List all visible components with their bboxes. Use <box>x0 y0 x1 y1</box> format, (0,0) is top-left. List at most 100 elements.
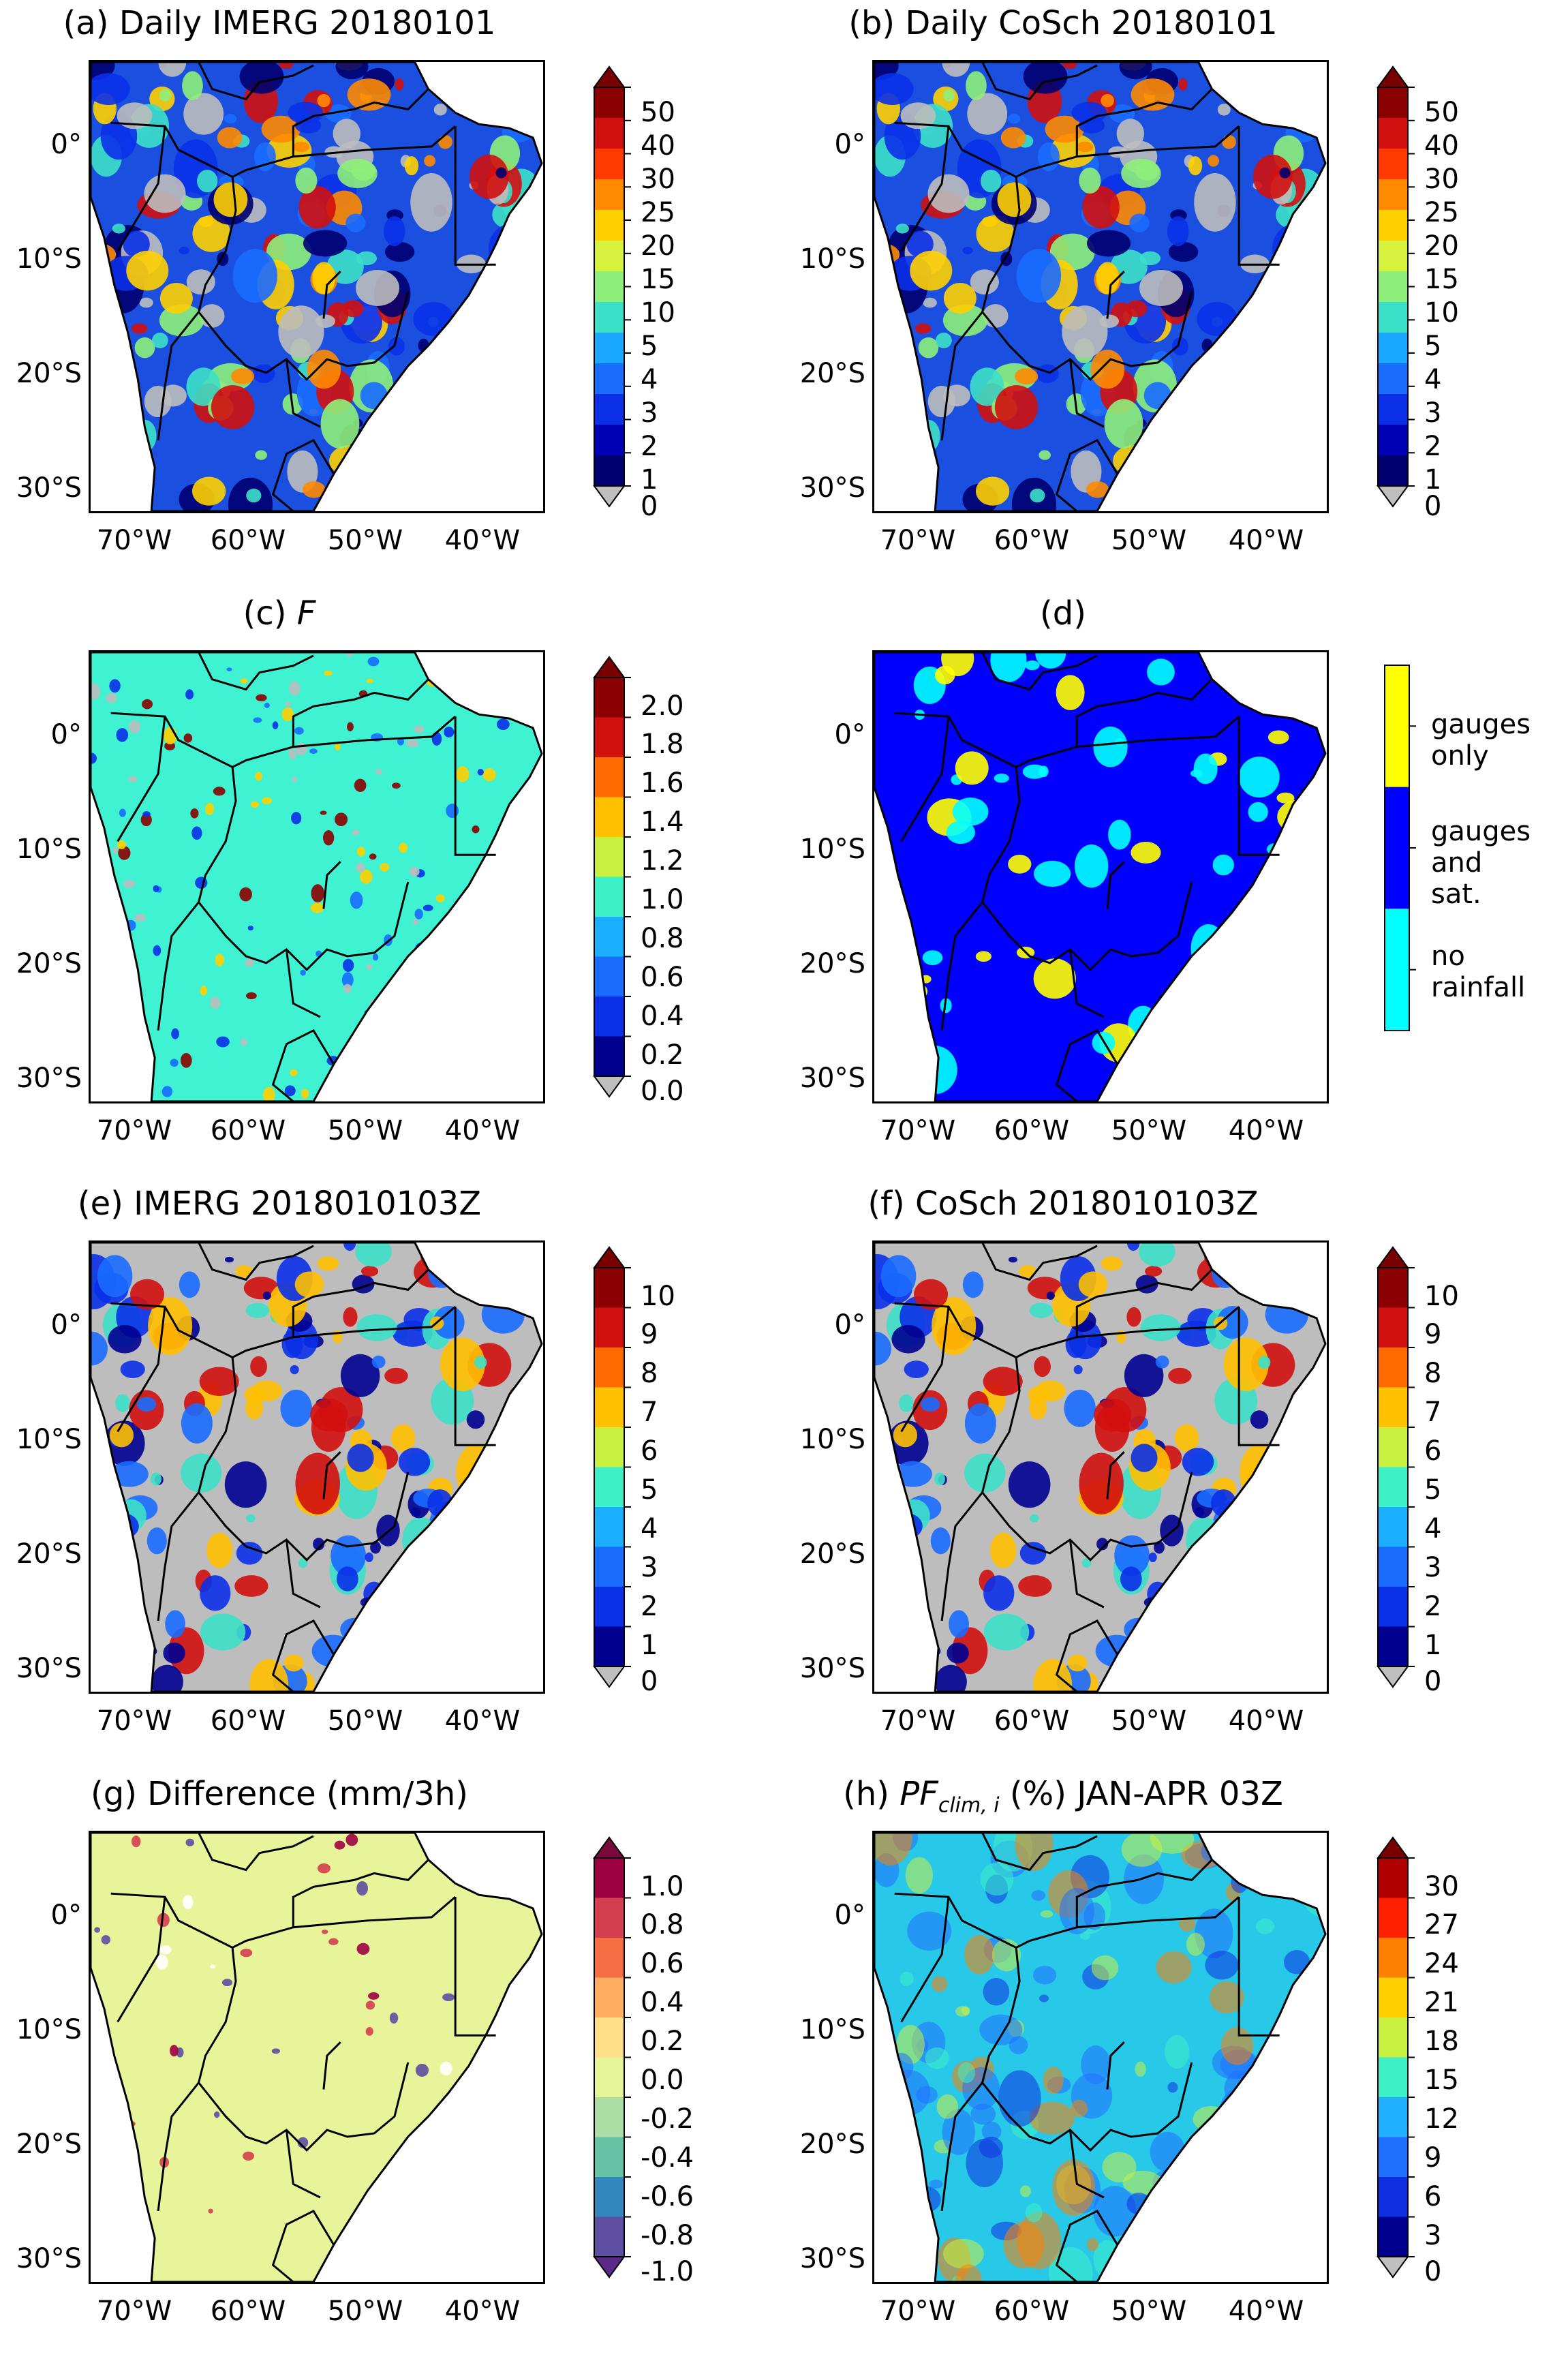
map-area <box>872 1240 1329 1694</box>
map-area <box>89 650 545 1103</box>
field-blob <box>1015 1833 1054 1872</box>
colorbar-tick: -0.2 <box>641 2103 694 2135</box>
colorbar-segment <box>594 241 624 272</box>
lat-label: 30°S <box>16 472 82 504</box>
country-border <box>1106 861 1125 909</box>
lat-label: 0° <box>50 129 82 160</box>
country-border <box>454 1307 496 1446</box>
field-blob <box>994 773 1009 783</box>
colorbar-segment <box>594 837 624 877</box>
colorbar <box>593 656 631 1098</box>
field-blob <box>361 1266 379 1277</box>
field-blob <box>1145 1266 1163 1277</box>
field-blob <box>891 1324 925 1354</box>
field-blob <box>905 1857 934 1894</box>
colorbar-tick: 1 <box>641 1630 658 1661</box>
field-blob <box>170 1058 179 1067</box>
field-blob <box>117 102 153 130</box>
field-blob <box>1075 844 1109 888</box>
field-blob <box>165 1610 185 1639</box>
lon-label: 70°W <box>880 1705 956 1737</box>
country-border <box>981 652 1098 691</box>
field-blob <box>228 477 273 511</box>
field-blob <box>1168 241 1199 262</box>
colorbar-extend-bottom <box>593 2256 626 2279</box>
map-area <box>89 60 545 513</box>
country-border <box>271 1029 335 1101</box>
field-blob <box>139 297 153 308</box>
field-blob <box>224 1461 267 1508</box>
field-blob <box>1056 675 1085 710</box>
colorbar-tick: 0.2 <box>641 1039 684 1071</box>
field-blob <box>186 269 215 295</box>
lon-label: 50°W <box>1111 1115 1187 1146</box>
field-blob <box>1029 1396 1047 1420</box>
lat-label: 10°S <box>799 1424 865 1455</box>
map-area <box>872 1831 1329 2284</box>
country-border <box>894 1892 1240 1949</box>
lon-label: 40°W <box>1228 2296 1304 2327</box>
country-border <box>198 62 314 101</box>
field-blob <box>290 1069 298 1076</box>
field-blob <box>1101 93 1115 108</box>
country-border <box>110 121 457 179</box>
colorbar-svg <box>1377 65 1415 508</box>
field-blob <box>392 782 401 789</box>
country-border <box>322 861 341 909</box>
coastline <box>91 62 543 511</box>
panel-title: (h) PFclim, i (%) JAN-APR 03Z <box>784 1775 1342 1818</box>
colorbar-tick: 30 <box>1424 164 1459 195</box>
country-border <box>157 1491 200 1621</box>
field-blob <box>153 885 159 893</box>
field-blob <box>262 1086 275 1101</box>
field-blob <box>352 829 360 836</box>
field-blob <box>1039 1994 1049 2002</box>
field-blob <box>1283 1950 1310 1975</box>
field-blob <box>1048 2246 1093 2282</box>
coastline <box>874 62 1327 511</box>
colorbar-tick: 30 <box>641 164 675 195</box>
colorbar-segment <box>594 797 624 838</box>
colorbar-segment <box>594 394 624 425</box>
field-blob <box>200 1575 231 1611</box>
country-border <box>981 767 1193 971</box>
field-blob <box>215 954 224 966</box>
field-blob <box>91 683 100 700</box>
field-blob <box>134 337 155 359</box>
colorbar-tick: 7 <box>1424 1397 1442 1428</box>
field-blob <box>208 2208 213 2214</box>
field-blob <box>1082 185 1120 229</box>
panel-f: (f) CoSch 2018010103Z 0° 10°S 20°S 30°S … <box>784 1180 1567 1771</box>
field-blob <box>1276 792 1295 804</box>
colorbar-tick: 1 <box>1424 1630 1442 1661</box>
field-blob <box>211 385 255 429</box>
lon-label: 60°W <box>994 1705 1070 1737</box>
lat-label: 10°S <box>16 2014 82 2045</box>
field-blob <box>1182 1448 1214 1476</box>
colorbar-svg <box>1377 1836 1415 2279</box>
field-blob <box>1022 764 1047 779</box>
field-blob <box>109 1422 134 1448</box>
colorbar-tick: 5 <box>1424 331 1442 362</box>
colorbar-segment <box>594 149 624 180</box>
colorbar-tick: 4 <box>1424 364 1442 395</box>
colorbar-segment <box>594 1467 624 1508</box>
lon-label: 60°W <box>210 1705 286 1737</box>
field-blob <box>345 1833 358 1846</box>
field-blob <box>334 1840 345 1850</box>
field-blob <box>347 1444 374 1472</box>
colorbar-segment <box>594 757 624 797</box>
field-blob <box>384 216 405 247</box>
field-blob <box>179 247 189 255</box>
map-area <box>89 1240 545 1694</box>
field-blob <box>1139 270 1184 306</box>
field-blob <box>1108 819 1131 850</box>
colorbar-tick: -1.0 <box>641 2256 694 2287</box>
field-blob <box>185 1838 195 1846</box>
field-blob <box>196 169 218 193</box>
field-blob <box>118 846 131 860</box>
field-blob <box>980 1862 1014 1896</box>
colorbar-tick: 3 <box>1424 397 1442 429</box>
lon-label: 60°W <box>994 2296 1070 2327</box>
colorbar-tick: 0.4 <box>641 1987 684 2018</box>
